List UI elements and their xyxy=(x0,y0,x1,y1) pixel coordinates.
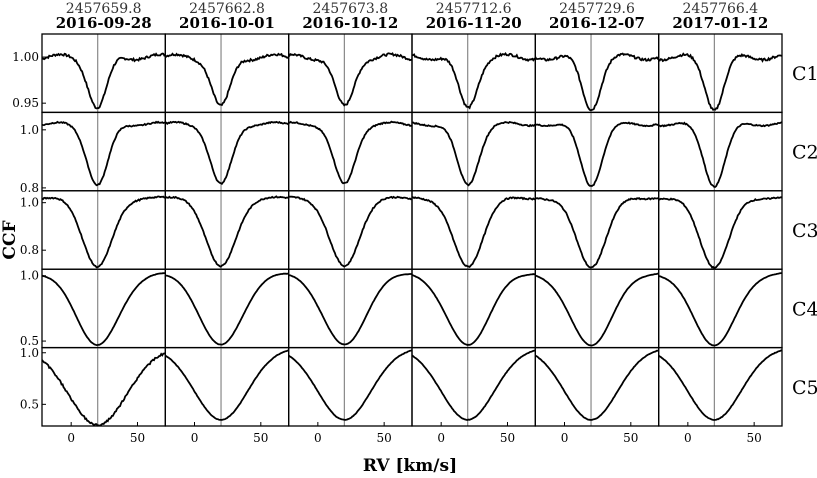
y-tick-label: 1.0 xyxy=(20,269,39,283)
column-jd-label: 2457729.6 xyxy=(559,1,635,17)
figure-labels: RV [km/s] CCF xyxy=(0,220,457,476)
y-tick-label: 1.0 xyxy=(20,123,39,137)
ccf-series-line xyxy=(164,52,290,107)
ccf-series-line xyxy=(41,120,166,187)
x-tick-label: 50 xyxy=(377,431,392,445)
ccf-series-line xyxy=(411,273,536,346)
ccf-series-line xyxy=(41,272,166,347)
column-jd-label: 2457659.8 xyxy=(66,1,142,17)
x-tick-label: 50 xyxy=(500,431,515,445)
panel-frame xyxy=(658,190,783,270)
panel-frame xyxy=(288,190,413,270)
panel-frame xyxy=(164,346,290,427)
x-tick-label: 0 xyxy=(314,431,322,445)
y-tick-label: 1.00 xyxy=(12,50,39,64)
row-label: C2 xyxy=(792,142,817,164)
ccf-series-line xyxy=(411,120,536,187)
panel-frame xyxy=(534,268,660,349)
column-jd-label: 2457662.8 xyxy=(189,1,265,17)
column-date-label: 2016-10-01 xyxy=(179,14,275,32)
column-date-label: 2016-12-07 xyxy=(549,14,645,32)
ccf-series-line xyxy=(534,52,660,112)
panel-frame xyxy=(534,346,660,427)
column-jd-label: 2457766.4 xyxy=(682,1,758,17)
column-jd-label: 2457712.6 xyxy=(436,1,512,17)
panel-frame xyxy=(41,268,166,349)
panel-frame xyxy=(411,268,536,349)
ccf-series-line xyxy=(287,52,413,107)
ccf-series-line xyxy=(658,121,783,188)
ccf-series-line xyxy=(535,121,659,187)
ccf-series-line xyxy=(164,195,290,268)
panel-frame xyxy=(164,268,290,349)
ccf-series-line xyxy=(535,272,659,347)
x-tick-label: 50 xyxy=(253,431,268,445)
ccf-series-line xyxy=(41,352,166,427)
ccf-series-line xyxy=(165,272,289,346)
ccf-series-line xyxy=(658,196,783,270)
panel-frame xyxy=(164,33,290,114)
panel-frame xyxy=(41,346,166,427)
ccf-series-line xyxy=(411,52,536,110)
y-tick-label: 1.0 xyxy=(20,196,39,210)
column-date-label: 2017-01-12 xyxy=(672,14,768,32)
y-tick-label: 0.5 xyxy=(20,397,39,411)
x-tick-label: 0 xyxy=(437,431,445,445)
x-tick-label: 50 xyxy=(747,431,762,445)
row-label: C3 xyxy=(792,220,817,242)
panel-frame xyxy=(164,190,290,270)
x-tick-label: 0 xyxy=(684,431,692,445)
ccf-series-line xyxy=(658,349,783,421)
x-tick-label: 0 xyxy=(67,431,75,445)
row-label: C1 xyxy=(792,63,817,85)
x-tick-label: 0 xyxy=(561,431,569,445)
panel-frame xyxy=(534,190,660,270)
x-axis-label: RV [km/s] xyxy=(363,456,457,476)
row-label: C4 xyxy=(792,298,817,320)
ccf-series-line xyxy=(411,349,536,421)
panel-frame xyxy=(658,346,783,427)
ccf-series-line xyxy=(288,195,413,268)
y-tick-label: 1.0 xyxy=(20,346,39,360)
y-axis-label: CCF xyxy=(0,220,20,259)
y-tick-label: 0.5 xyxy=(20,334,39,348)
ccf-series-line xyxy=(288,349,413,421)
column-date-label: 2016-10-12 xyxy=(302,14,398,32)
ccf-series-line xyxy=(41,195,166,269)
ccf-series-line xyxy=(411,196,536,268)
x-tick-label: 50 xyxy=(623,431,638,445)
ccf-series-line xyxy=(535,196,659,269)
column-date-label: 2016-11-20 xyxy=(426,14,522,32)
ccf-series-line xyxy=(288,120,413,185)
x-tick-label: 0 xyxy=(191,431,199,445)
column-date-label: 2016-09-28 xyxy=(56,14,152,32)
ccf-series-line xyxy=(288,273,413,346)
panel-frame xyxy=(41,33,166,114)
panel-frame xyxy=(288,268,413,349)
ccf-series-line xyxy=(658,52,783,111)
y-tick-label: 0.8 xyxy=(20,181,39,195)
panel-frame xyxy=(288,33,413,114)
ccf-series-line xyxy=(164,349,289,421)
row-label: C5 xyxy=(792,377,817,399)
column-jd-label: 2457673.8 xyxy=(312,1,388,17)
y-tick-label: 0.8 xyxy=(20,243,39,257)
ccf-series-line xyxy=(534,349,659,421)
panel-frame xyxy=(658,268,783,349)
ccf-series-line xyxy=(164,120,290,185)
y-tick-label: 0.95 xyxy=(12,96,39,110)
x-tick-label: 50 xyxy=(130,431,145,445)
panel-frame xyxy=(41,190,166,270)
ccf-series-line xyxy=(658,272,782,347)
ccf-series-line xyxy=(41,52,166,110)
